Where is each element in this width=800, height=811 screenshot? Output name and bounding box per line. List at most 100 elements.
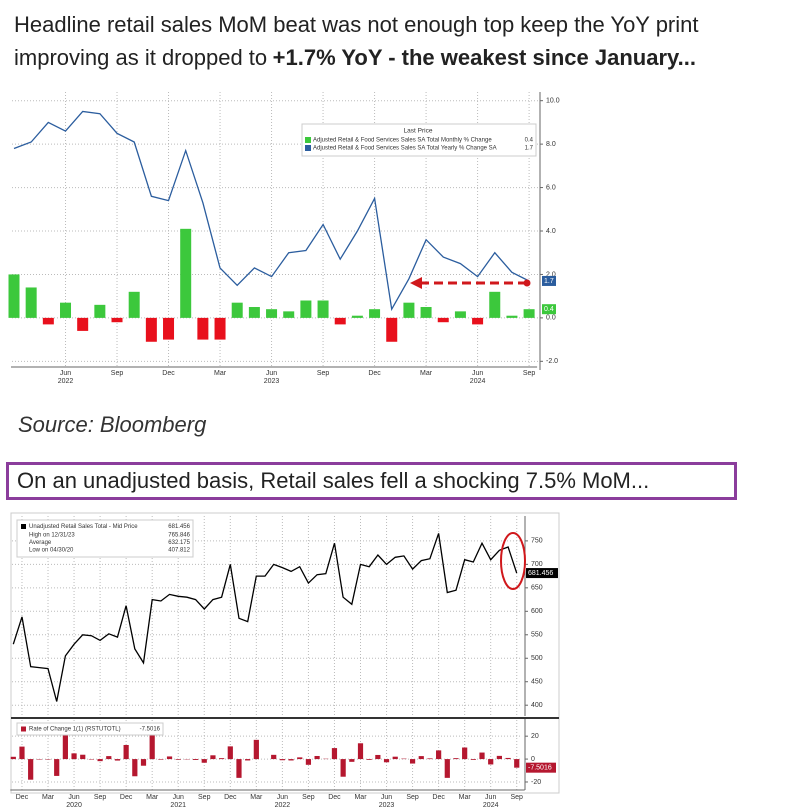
y-tick-label: 20 bbox=[531, 733, 539, 740]
x-tick-label: Dec bbox=[368, 370, 381, 377]
last-value-tag-box bbox=[542, 304, 556, 315]
bar bbox=[227, 746, 233, 760]
x-tick-label: Jun bbox=[60, 370, 71, 377]
bar bbox=[271, 754, 277, 760]
bar bbox=[300, 300, 312, 318]
bar bbox=[114, 759, 121, 761]
legend-value: 0.4 bbox=[525, 138, 534, 144]
bar bbox=[10, 756, 16, 760]
bar bbox=[175, 759, 181, 760]
plot-area-2 bbox=[10, 512, 560, 794]
legend-box bbox=[16, 519, 194, 558]
bar bbox=[488, 759, 494, 765]
bar bbox=[128, 291, 140, 318]
bar bbox=[149, 727, 155, 760]
x-tick-label: Jun bbox=[381, 794, 392, 801]
arrow-dot bbox=[523, 279, 531, 287]
bar bbox=[253, 739, 259, 760]
bar bbox=[314, 755, 320, 760]
bar bbox=[266, 309, 278, 318]
x-tick-label: Jun bbox=[173, 794, 184, 801]
legend-value: -7.5016 bbox=[140, 727, 161, 733]
last-value-tag: 1.7 bbox=[544, 278, 554, 285]
bar bbox=[97, 759, 103, 762]
x-tick-label: Jun bbox=[277, 794, 288, 801]
bar bbox=[158, 759, 164, 760]
x-tick-label: Mar bbox=[420, 370, 433, 377]
legend-value: 681.456 bbox=[168, 524, 190, 530]
x-tick-label: Sep bbox=[302, 794, 315, 801]
bar bbox=[331, 748, 338, 760]
bar bbox=[219, 758, 225, 760]
bar bbox=[340, 759, 346, 777]
bar bbox=[248, 307, 260, 318]
y-tick-label: 4.0 bbox=[546, 228, 556, 235]
bar bbox=[19, 746, 25, 760]
bar bbox=[386, 317, 398, 342]
x-tick-label: Mar bbox=[354, 794, 367, 801]
x-tick-label: Sep bbox=[406, 794, 419, 801]
x-tick-label: Dec bbox=[224, 794, 237, 801]
bar bbox=[334, 317, 346, 325]
bar bbox=[180, 228, 192, 318]
bar bbox=[245, 759, 251, 761]
bar bbox=[317, 300, 329, 318]
bar bbox=[71, 753, 77, 760]
bar bbox=[305, 759, 312, 765]
x-tick-label: Mar bbox=[146, 794, 159, 801]
legend-swatch bbox=[21, 524, 26, 529]
bar bbox=[132, 759, 138, 777]
stat-value: 765.846 bbox=[168, 533, 190, 539]
x-tick-label: Mar bbox=[42, 794, 55, 801]
bar bbox=[453, 758, 459, 760]
bar bbox=[140, 759, 147, 766]
year-label: 2022 bbox=[275, 802, 291, 809]
bar bbox=[392, 756, 398, 760]
x-tick-label: Jun bbox=[68, 794, 79, 801]
y-tick-label: 8.0 bbox=[546, 141, 556, 148]
bar bbox=[366, 759, 372, 760]
bar bbox=[106, 756, 112, 760]
y-tick-label: 400 bbox=[531, 702, 543, 709]
headline: Headline retail sales MoM beat was not e… bbox=[14, 8, 798, 74]
arrow-head bbox=[410, 277, 422, 289]
year-label: 2023 bbox=[379, 802, 395, 809]
line bbox=[13, 110, 530, 312]
bar bbox=[409, 759, 416, 764]
year-label: 2024 bbox=[470, 378, 486, 385]
x-tick-label: Mar bbox=[459, 794, 472, 801]
year-label: 2024 bbox=[483, 802, 499, 809]
bar bbox=[54, 759, 60, 776]
y-tick-label: 0 bbox=[531, 756, 535, 763]
y-tick-label: 750 bbox=[531, 538, 543, 545]
caption: On an unadjusted basis, Retail sales fel… bbox=[6, 462, 737, 500]
bar bbox=[192, 759, 199, 760]
bar bbox=[505, 757, 511, 760]
x-tick-label: Dec bbox=[120, 794, 133, 801]
bar bbox=[288, 759, 294, 761]
y-tick-label: 550 bbox=[531, 632, 543, 639]
annotation-ellipse bbox=[500, 532, 526, 590]
headline-bold: +1.7% YoY - the weakest since January... bbox=[272, 45, 696, 70]
bar bbox=[214, 317, 226, 340]
bar bbox=[420, 307, 432, 318]
y-tick-label: -20 bbox=[531, 779, 541, 786]
y-tick-label: 700 bbox=[531, 561, 543, 568]
x-tick-label: Sep bbox=[523, 370, 536, 377]
bar bbox=[210, 755, 216, 760]
year-label: 2022 bbox=[58, 378, 74, 385]
bar bbox=[201, 759, 207, 763]
bar bbox=[454, 311, 466, 318]
bar bbox=[357, 743, 364, 760]
last-value-tag-box bbox=[526, 568, 558, 579]
bar bbox=[436, 750, 442, 760]
bar bbox=[462, 747, 468, 760]
bar bbox=[297, 757, 303, 760]
x-tick-label: Sep bbox=[94, 794, 107, 801]
bar bbox=[489, 291, 501, 318]
y-tick-label: 450 bbox=[531, 679, 543, 686]
bar bbox=[470, 759, 476, 760]
